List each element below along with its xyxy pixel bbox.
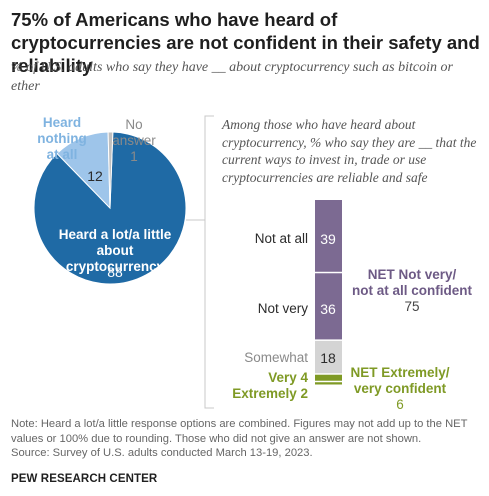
- chart-title: 75% of Americans who have heard of crypt…: [11, 9, 480, 76]
- bar-seg-extremely: [315, 382, 342, 385]
- pie-label-heard-a-lot: Heard a lot/a little about cryptocurrenc…: [58, 227, 172, 274]
- chart-subtitle: % of U.S. adults who say they have __ ab…: [11, 60, 453, 94]
- net-not-confident: NET Not very/ not at all confident 75: [342, 267, 482, 315]
- pie-label-no-answer-text: No answer: [112, 117, 156, 148]
- bar-seg-somewhat: [315, 340, 342, 374]
- brand-logo-text: PEW RESEARCH CENTER: [11, 473, 158, 485]
- pie-label-no-answer: No answer 1: [104, 117, 164, 165]
- pie-value-no-answer: 1: [130, 149, 138, 164]
- pie-label-heard-nothing: Heard nothing at all: [22, 115, 102, 163]
- net-not-confident-label-2: not at all confident: [352, 283, 472, 298]
- bar-label-extremely: Extremely 2: [232, 386, 308, 401]
- net-confident-value: 6: [396, 397, 404, 412]
- pie-label-heard-nothing-text: Heard nothing at all: [37, 115, 87, 162]
- source-text: Source: Survey of U.S. adults conducted …: [11, 447, 313, 459]
- pie-value-heard-nothing: 12: [87, 168, 103, 184]
- bar-value-not-at-all: 39: [320, 231, 336, 247]
- net-confident-label-2: very confident: [353, 381, 447, 396]
- bar-label-not-at-all: Not at all: [254, 231, 308, 246]
- net-confident: NET Extremely/ very confident 6: [342, 365, 458, 413]
- bar-seg-not-very: [315, 273, 342, 340]
- bar-chart-header: Among those who have heard about cryptoc…: [222, 117, 477, 185]
- net-not-confident-label-1: NET Not very/: [367, 267, 457, 282]
- bar-value-not-very: 36: [320, 301, 336, 317]
- pie-slice-no-answer: [107, 131, 114, 209]
- net-not-confident-value: 75: [404, 299, 420, 314]
- bar-seg-very: [315, 374, 342, 381]
- bar-label-not-very: Not very: [257, 301, 308, 316]
- bar-seg-not-at-all: [315, 200, 342, 272]
- bar-bracket: [204, 115, 214, 409]
- pie-value-heard-a-lot: 88: [107, 264, 123, 280]
- bar-label-somewhat: Somewhat: [244, 350, 308, 365]
- chart-note: Note: Heard a lot/a little response opti…: [11, 417, 481, 461]
- note-text: Note: Heard a lot/a little response opti…: [11, 418, 468, 445]
- bar-label-very: Very 4: [268, 370, 308, 385]
- net-confident-label-1: NET Extremely/: [350, 365, 450, 380]
- bar-value-somewhat: 18: [320, 350, 336, 366]
